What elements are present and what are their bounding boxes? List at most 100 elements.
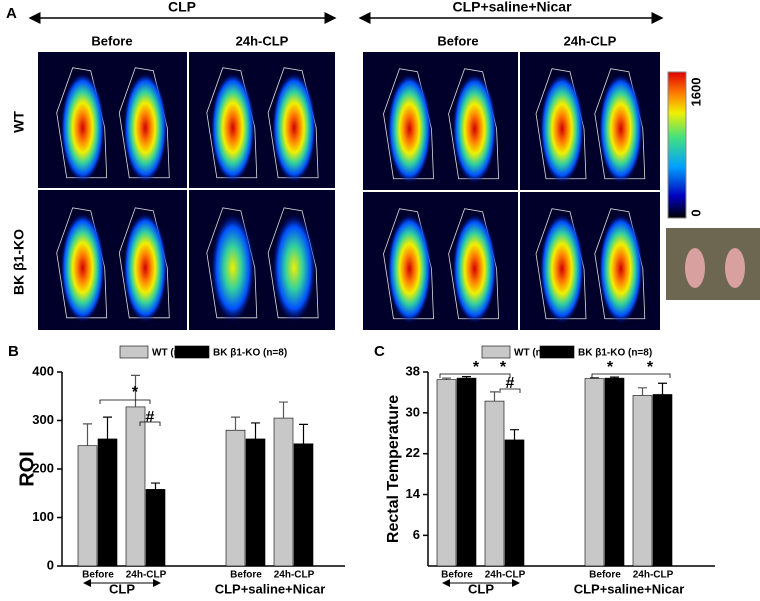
- paw-outline: [118, 67, 170, 179]
- hand-photo: [666, 228, 760, 300]
- paw-outline: [56, 67, 108, 179]
- panel-label: A: [6, 5, 17, 22]
- paw-heat: [60, 72, 105, 183]
- paw-heat: [387, 73, 432, 184]
- error-bar: [299, 423, 308, 444]
- hand-photo: [725, 248, 745, 288]
- bar: [652, 394, 673, 567]
- bar: [504, 439, 525, 567]
- significance-bracket: [439, 373, 511, 378]
- paw-outline: [267, 67, 319, 179]
- paw-heat: [210, 72, 255, 183]
- paw-outline: [594, 208, 646, 320]
- x-tick-label: Before: [82, 570, 114, 581]
- paw-heat: [272, 72, 317, 183]
- paw-outline: [206, 207, 258, 319]
- legend-label: WT (n=8): [514, 348, 557, 359]
- paw-outline: [383, 68, 434, 180]
- x-tick-label: Before: [230, 570, 262, 581]
- paw-heat: [452, 73, 497, 184]
- paw-heat: [598, 213, 643, 324]
- row-label: BK β1-KO: [11, 229, 27, 295]
- significance-mark: #: [146, 409, 155, 426]
- paw-outline: [448, 68, 500, 180]
- paw-outline: [118, 207, 170, 319]
- bar: [293, 443, 314, 567]
- legend-label: BK β1-KO (n=8): [578, 348, 652, 359]
- paw-heat: [272, 212, 317, 323]
- colorbar: [667, 71, 687, 219]
- paw-heat: [123, 212, 168, 323]
- bar: [77, 445, 98, 567]
- bar: [225, 429, 246, 567]
- x-tick-label: 24h-CLP: [274, 570, 315, 581]
- y-tick-label: 22: [406, 445, 420, 460]
- hand-photo: [685, 248, 705, 288]
- bar: [97, 438, 118, 567]
- paw-heat: [60, 212, 105, 323]
- group-label: CLP+saline+Nicar: [574, 581, 685, 596]
- bar: [125, 406, 146, 567]
- paw-heat: [387, 213, 432, 324]
- paw-heat: [452, 213, 497, 324]
- error-bar: [510, 429, 519, 440]
- group-label: CLP: [168, 0, 196, 15]
- significance-mark: *: [473, 359, 480, 376]
- legend-label: WT (n=8): [152, 348, 195, 359]
- column-label: 24h-CLP: [236, 33, 289, 48]
- error-bar: [83, 423, 92, 446]
- group-label: CLP: [468, 581, 494, 596]
- colorbar-max: 1600: [688, 78, 703, 107]
- paw-outline: [56, 207, 108, 319]
- row-label: WT: [11, 111, 27, 133]
- legend-swatch: [481, 345, 511, 359]
- x-tick-label: Before: [589, 570, 621, 581]
- y-axis-label: ROI: [16, 451, 38, 487]
- bar: [632, 395, 653, 567]
- legend-label: BK β1-KO (n=8): [213, 348, 287, 359]
- y-tick-label: 14: [406, 486, 421, 501]
- paw-outline: [448, 208, 500, 320]
- error-bar: [590, 377, 599, 379]
- paw-outline: [206, 67, 258, 179]
- colorbar-min: 0: [688, 209, 703, 216]
- error-bar: [103, 416, 112, 439]
- error-bar: [151, 482, 160, 490]
- panel-a: A CLP CLP+saline+Nicar Before 24h-CLP Be…: [6, 0, 760, 330]
- y-tick-label: 30: [406, 404, 420, 419]
- paw-heat: [123, 72, 168, 183]
- error-bar: [442, 377, 451, 380]
- significance-mark: *: [132, 384, 139, 401]
- panel-label: B: [8, 343, 19, 360]
- error-bar: [610, 376, 619, 379]
- y-axis-label: Rectal Temperature: [385, 395, 402, 543]
- column-label: 24h-CLP: [564, 33, 617, 48]
- bar: [584, 378, 605, 567]
- error-bar: [131, 374, 140, 407]
- paw-outline: [383, 208, 434, 320]
- bar: [604, 377, 625, 567]
- bar: [456, 377, 477, 567]
- group-label: CLP+saline+Nicar: [452, 0, 572, 15]
- legend-swatch: [539, 345, 575, 359]
- significance-bracket: [99, 399, 151, 404]
- error-bar: [251, 422, 260, 439]
- significance-bracket: [139, 421, 161, 426]
- x-tick-label: 24h-CLP: [126, 570, 167, 581]
- y-tick-label: 6: [413, 527, 420, 542]
- bar: [436, 379, 457, 567]
- bar: [145, 489, 166, 567]
- paw-heat: [210, 212, 255, 323]
- bar: [484, 400, 505, 567]
- legend-swatch: [119, 345, 149, 359]
- error-bar: [638, 387, 647, 396]
- x-tick-label: 24h-CLP: [485, 570, 526, 581]
- paw-outline: [594, 68, 646, 180]
- error-bar: [462, 375, 471, 379]
- significance-bracket: [591, 373, 671, 378]
- significance-mark: *: [500, 359, 507, 376]
- column-label: Before: [437, 33, 478, 48]
- significance-mark: #: [506, 375, 515, 392]
- paw-outline: [535, 68, 587, 180]
- significance-mark: *: [607, 359, 614, 376]
